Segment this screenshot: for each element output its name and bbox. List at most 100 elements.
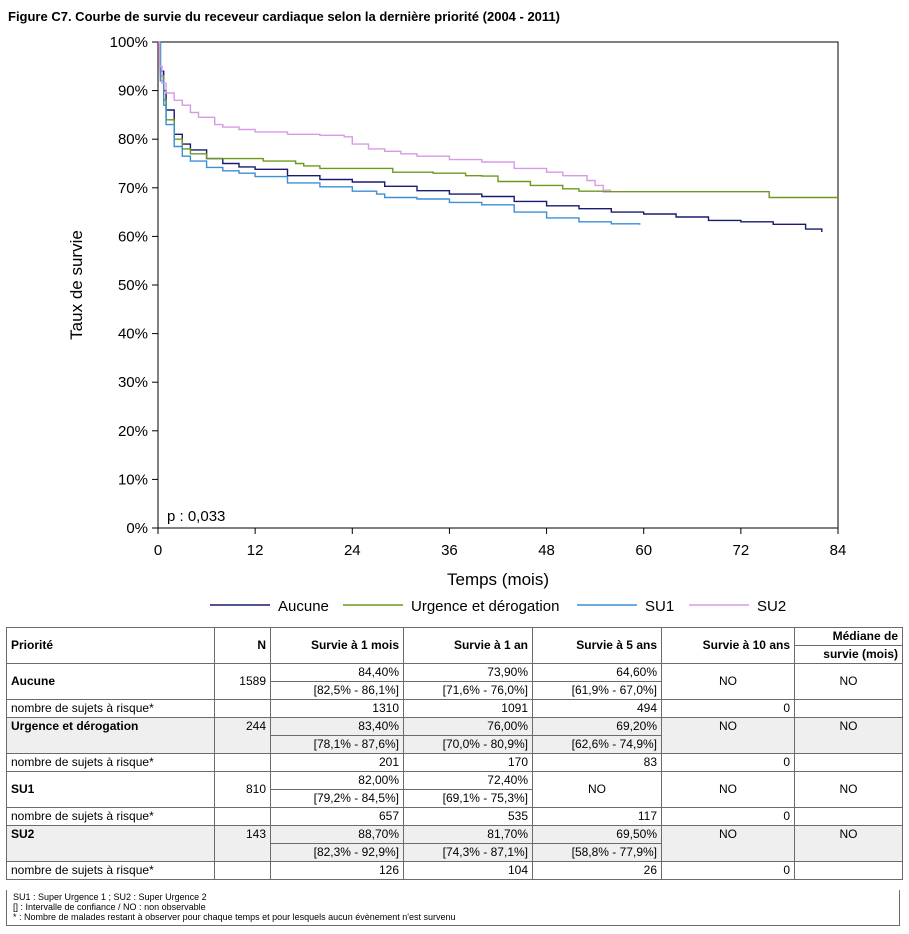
axes-layer: 0% 10% 20% 30% 40% 50% 60% 70% 80% 90% 100% 0 12 24 36… xyxy=(110,34,847,559)
risk-empty xyxy=(214,861,271,880)
header-10-ans: Survie à 10 ans xyxy=(661,627,795,664)
series-line xyxy=(158,41,641,225)
median-survie: NO xyxy=(794,717,903,754)
risk-5-ans: 494 xyxy=(532,699,662,718)
y-tick-label: 40% xyxy=(118,326,148,343)
ci-5-ans: [61,9% - 67,0%] xyxy=(532,681,662,700)
series-line xyxy=(158,41,838,199)
risk-label: nombre de sujets à risque* xyxy=(6,861,215,880)
note-line: SU1 : Super Urgence 1 ; SU2 : Super Urge… xyxy=(13,892,207,902)
note-line: [] : Intervalle de confiance / NO : non … xyxy=(13,902,206,912)
group-label: Urgence et dérogation xyxy=(6,717,215,754)
header-n: N xyxy=(214,627,271,664)
risk-empty xyxy=(794,861,903,880)
table-header-row: Priorité N Survie à 1 mois Survie à 1 an Sur… xyxy=(6,627,903,664)
header-1-mois: Survie à 1 mois xyxy=(270,627,404,664)
x-tick-label: 36 xyxy=(441,542,458,559)
risk-empty xyxy=(214,753,271,772)
surv-1-an: 81,70% xyxy=(403,825,533,844)
risk-10-ans: 0 xyxy=(661,753,795,772)
group-row: Urgence et dérogation 244 83,40% 76,00% 69,2… xyxy=(6,717,903,754)
y-tick-label: 80% xyxy=(118,131,148,148)
risk-label: nombre de sujets à risque* xyxy=(6,807,215,826)
x-tick-label: 0 xyxy=(154,542,162,559)
ci-1-mois: [82,5% - 86,1%] xyxy=(270,681,404,700)
risk-empty xyxy=(794,753,903,772)
risk-empty xyxy=(794,699,903,718)
surv-10-ans: NO xyxy=(661,663,795,700)
x-tick-label: 60 xyxy=(635,542,652,559)
ci-1-an: [71,6% - 76,0%] xyxy=(403,681,533,700)
surv-1-an: 76,00% xyxy=(403,717,533,736)
risk-row: nombre de sujets à risque* 201 170 83 0 xyxy=(6,753,903,772)
ci-1-an: [74,3% - 87,1%] xyxy=(403,843,533,862)
group-n: 244 xyxy=(214,717,271,754)
group-label: SU2 xyxy=(6,825,215,862)
y-tick-label: 30% xyxy=(118,374,148,391)
risk-10-ans: 0 xyxy=(661,699,795,718)
ci-1-an: [70,0% - 80,9%] xyxy=(403,735,533,754)
survival-table: Priorité N Survie à 1 mois Survie à 1 an Sur… xyxy=(6,627,903,880)
group-row: SU2 143 88,70% 81,70% 69,50% NO NO xyxy=(6,825,903,862)
y-tick-label: 10% xyxy=(118,471,148,488)
survival-chart: 0% 10% 20% 30% 40% 50% 60% 70% 80% 90% 100% 0 12 24 36… xyxy=(67,34,847,615)
header-5-ans: Survie à 5 ans xyxy=(532,627,662,664)
x-tick-label: 72 xyxy=(733,542,750,559)
table-notes: SU1 : Super Urgence 1 ; SU2 : Super Urge… xyxy=(6,890,900,926)
surv-1-mois: 84,40% xyxy=(270,663,404,682)
ci-row: [82,5% - 86,1%] [71,6% - 76,0%] [61,9% - 6… xyxy=(7,681,903,700)
y-axis-label: Taux de survie xyxy=(67,230,86,340)
legend: Aucune Urgence et dérogation SU1 SU2 xyxy=(210,598,786,615)
risk-5-ans: 83 xyxy=(532,753,662,772)
ci-1-mois: [82,3% - 92,9%] xyxy=(270,843,404,862)
ci-5-ans: [58,8% - 77,9%] xyxy=(532,843,662,862)
y-tick-label: 0% xyxy=(126,520,148,537)
ci-1-mois: [79,2% - 84,5%] xyxy=(270,789,404,808)
risk-1-mois: 1310 xyxy=(270,699,404,718)
risk-row: nombre de sujets à risque* 657 535 117 0 xyxy=(6,807,903,826)
risk-row: nombre de sujets à risque* 1310 1091 494 0 xyxy=(6,699,903,718)
risk-10-ans: 0 xyxy=(661,807,795,826)
p-value-annotation: p : 0,033 xyxy=(167,508,225,525)
y-tick-label: 100% xyxy=(110,34,148,51)
risk-1-an: 1091 xyxy=(403,699,533,718)
series-line xyxy=(158,41,612,191)
header-1-an: Survie à 1 an xyxy=(403,627,533,664)
risk-5-ans: 117 xyxy=(532,807,662,826)
risk-label: nombre de sujets à risque* xyxy=(6,753,215,772)
figure-title: Figure C7. Courbe de survie du receveur … xyxy=(8,9,560,24)
header-priorite: Priorité xyxy=(6,627,215,664)
surv-10-ans: NO xyxy=(661,717,795,754)
group-label: Aucune xyxy=(6,663,215,700)
y-tick-label: 90% xyxy=(118,83,148,100)
risk-empty xyxy=(794,807,903,826)
median-survie: NO xyxy=(794,825,903,862)
surv-1-mois: 88,70% xyxy=(270,825,404,844)
surv-1-mois: 83,40% xyxy=(270,717,404,736)
y-tick-label: 50% xyxy=(118,277,148,294)
header-mediane: Médiane de xyxy=(794,627,903,646)
surv-1-an: 73,90% xyxy=(403,663,533,682)
y-tick-label: 70% xyxy=(118,180,148,197)
x-tick-label: 48 xyxy=(538,542,555,559)
ci-1-mois: [78,1% - 87,6%] xyxy=(270,735,404,754)
risk-label: nombre de sujets à risque* xyxy=(6,699,215,718)
group-n: 143 xyxy=(214,825,271,862)
surv-1-mois: 82,00% xyxy=(270,771,404,790)
y-tick-label: 60% xyxy=(118,228,148,245)
group-n: 1589 xyxy=(214,663,271,700)
risk-row: nombre de sujets à risque* 126 104 26 0 xyxy=(6,861,903,880)
ci-5-ans: [62,6% - 74,9%] xyxy=(532,735,662,754)
group-row: SU1 810 82,00% 72,40% NO NO NO xyxy=(6,771,903,808)
group-row: Aucune 1589 84,40% 73,90% 64,60% NO NO xyxy=(6,663,903,700)
median-survie: NO xyxy=(794,771,903,808)
median-survie: NO xyxy=(794,663,903,700)
header-mediane-suite: survie (mois) xyxy=(794,645,903,664)
series-layer xyxy=(158,41,838,232)
risk-1-an: 104 xyxy=(403,861,533,880)
y-tick-label: 20% xyxy=(118,423,148,440)
x-axis-label: Temps (mois) xyxy=(447,570,549,589)
surv-5-ans: 64,60% xyxy=(532,663,662,682)
risk-1-mois: 201 xyxy=(270,753,404,772)
risk-1-mois: 126 xyxy=(270,861,404,880)
